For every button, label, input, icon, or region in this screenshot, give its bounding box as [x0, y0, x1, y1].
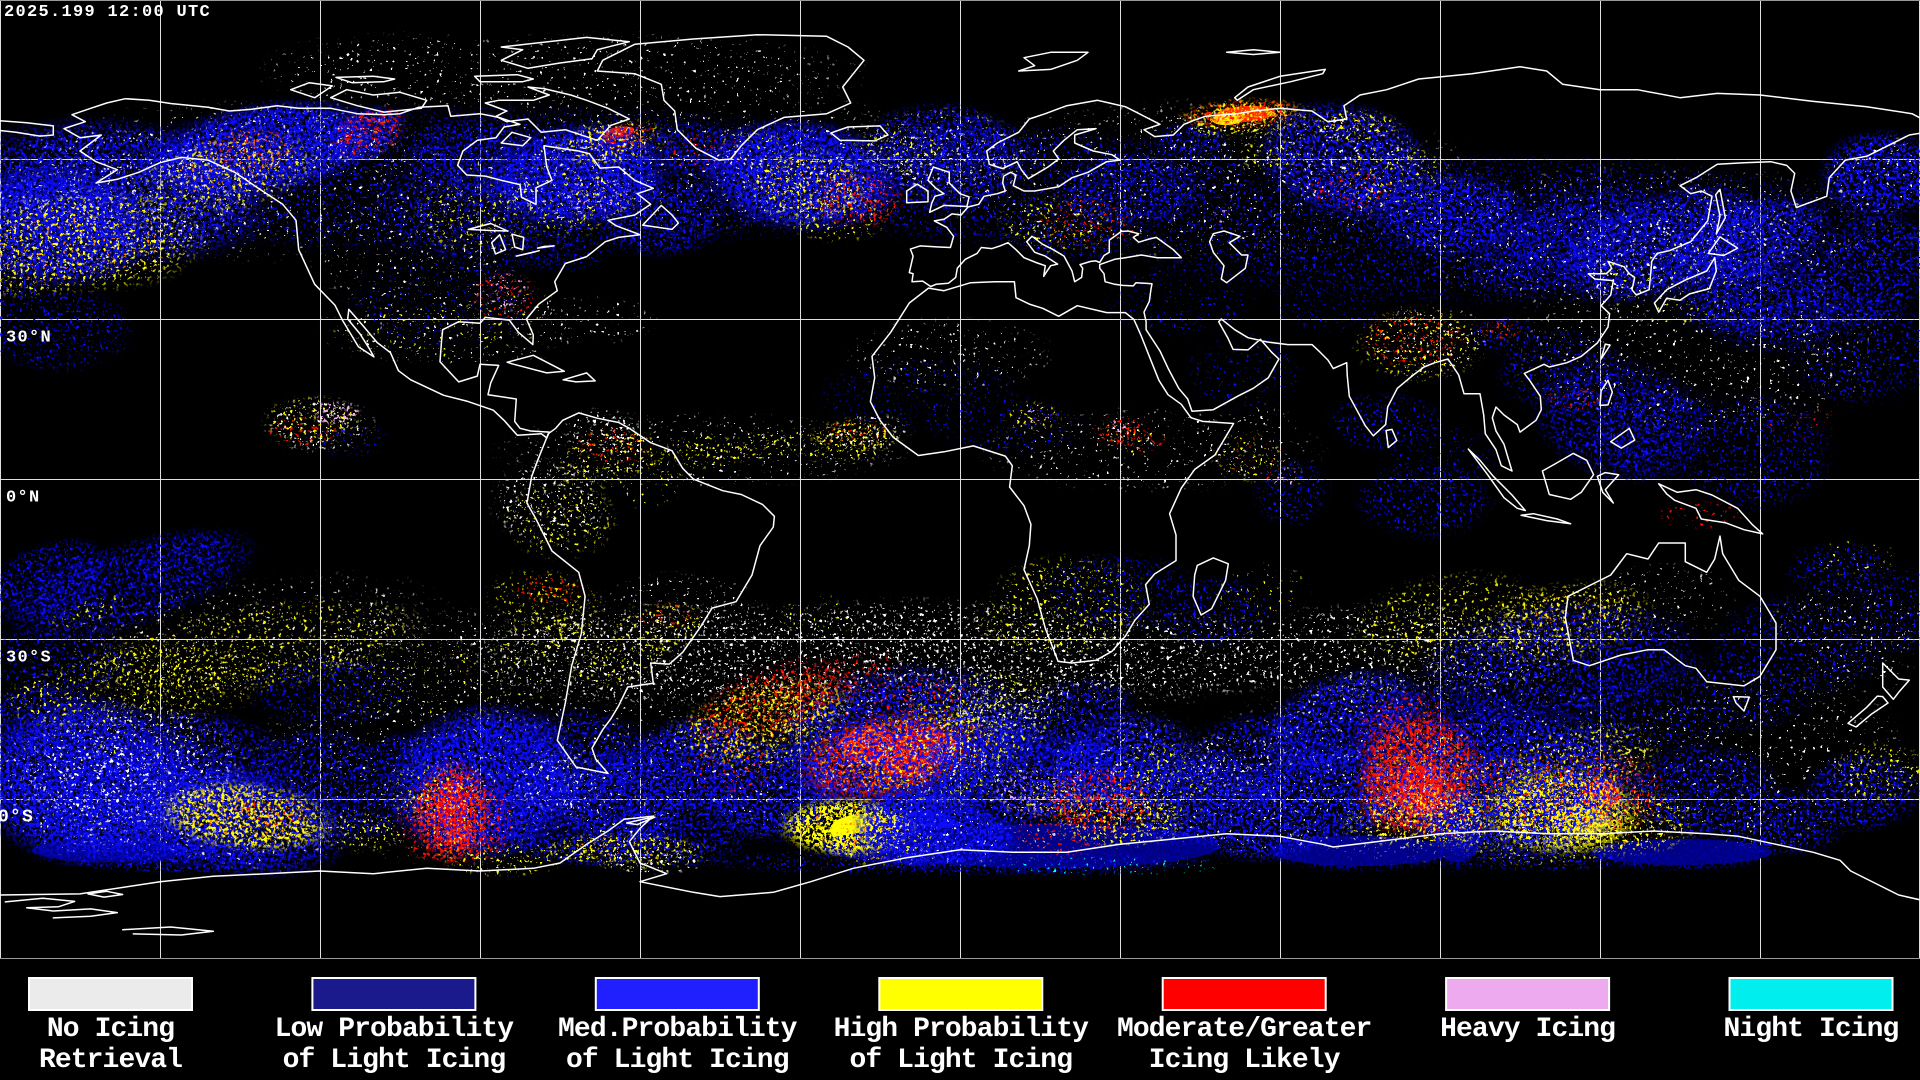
svg-text:Night Icing: Night Icing [1724, 1014, 1899, 1045]
svg-text:Heavy Icing: Heavy Icing [1440, 1014, 1615, 1045]
svg-text:Icing Likely: Icing Likely [1149, 1045, 1341, 1076]
svg-text:2025.199 12:00 UTC: 2025.199 12:00 UTC [4, 3, 211, 22]
svg-text:Low Probability: Low Probability [275, 1014, 515, 1045]
svg-text:30°N: 30°N [6, 329, 52, 348]
svg-text:Moderate/Greater: Moderate/Greater [1117, 1014, 1371, 1045]
svg-text:Retrieval: Retrieval [39, 1045, 182, 1076]
svg-text:of Light Icing: of Light Icing [849, 1045, 1072, 1076]
svg-text:High Probability: High Probability [834, 1014, 1090, 1045]
svg-text:of Light Icing: of Light Icing [283, 1045, 506, 1076]
svg-text:30°S: 30°S [6, 649, 52, 668]
svg-text:No Icing: No Icing [47, 1014, 174, 1045]
svg-text:Med.Probability: Med.Probability [558, 1014, 798, 1045]
svg-text:of Light Icing: of Light Icing [566, 1045, 789, 1076]
svg-text:0°N: 0°N [6, 489, 41, 508]
svg-text:60°S: 60°S [0, 808, 34, 828]
